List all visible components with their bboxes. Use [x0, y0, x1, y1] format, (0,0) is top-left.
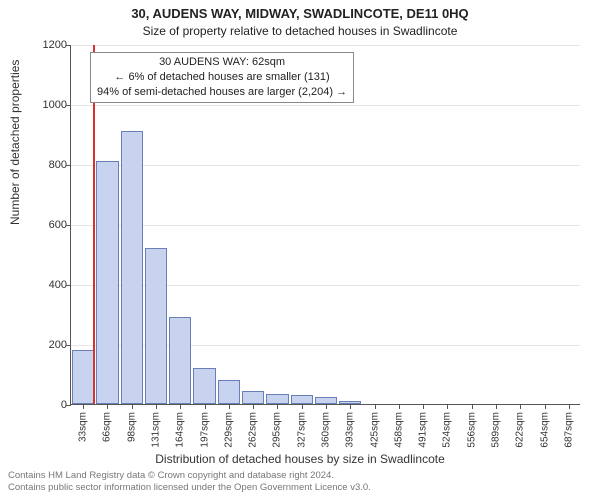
x-tick-mark	[107, 404, 108, 409]
x-tick-label: 360sqm	[321, 412, 332, 448]
chart-container: 30, AUDENS WAY, MIDWAY, SWADLINCOTE, DE1…	[0, 0, 600, 500]
x-axis-label: Distribution of detached houses by size …	[0, 452, 600, 466]
x-tick-label: 327sqm	[296, 412, 307, 448]
x-tick-label: 164sqm	[175, 412, 186, 448]
y-tick-label: 1200	[27, 39, 67, 51]
x-tick-mark	[229, 404, 230, 409]
callout-box: 30 AUDENS WAY: 62sqm ← 6% of detached ho…	[90, 52, 354, 103]
x-tick-label: 458sqm	[393, 412, 404, 448]
footer-attribution: Contains HM Land Registry data © Crown c…	[8, 470, 371, 494]
y-tick-mark	[66, 105, 71, 106]
x-tick-mark	[569, 404, 570, 409]
x-tick-label: 33sqm	[78, 412, 89, 442]
y-tick-mark	[66, 285, 71, 286]
y-tick-label: 600	[27, 219, 67, 231]
gridline	[71, 45, 580, 46]
chart-subtitle: Size of property relative to detached ho…	[0, 24, 600, 38]
footer-line: Contains public sector information licen…	[8, 482, 371, 494]
x-tick-label: 262sqm	[248, 412, 259, 448]
x-tick-mark	[520, 404, 521, 409]
x-tick-label: 687sqm	[563, 412, 574, 448]
x-tick-label: 66sqm	[102, 412, 113, 442]
x-tick-mark	[156, 404, 157, 409]
y-tick-mark	[66, 225, 71, 226]
x-tick-label: 131sqm	[151, 412, 162, 448]
y-tick-mark	[66, 165, 71, 166]
x-tick-mark	[496, 404, 497, 409]
callout-line: 94% of semi-detached houses are larger (…	[97, 85, 347, 100]
histogram-bar	[218, 380, 240, 404]
callout-line: ← 6% of detached houses are smaller (131…	[97, 70, 347, 85]
y-tick-label: 1000	[27, 99, 67, 111]
gridline	[71, 165, 580, 166]
x-tick-mark	[375, 404, 376, 409]
y-tick-label: 400	[27, 279, 67, 291]
histogram-bar	[315, 397, 337, 404]
x-tick-mark	[447, 404, 448, 409]
histogram-bar	[169, 317, 191, 404]
x-tick-label: 229sqm	[223, 412, 234, 448]
histogram-bar	[145, 248, 167, 404]
x-tick-mark	[326, 404, 327, 409]
y-tick-label: 800	[27, 159, 67, 171]
x-tick-mark	[253, 404, 254, 409]
y-tick-label: 200	[27, 339, 67, 351]
y-axis-ticks: 020040060080010001200	[0, 45, 70, 405]
x-tick-label: 98sqm	[126, 412, 137, 442]
histogram-bar	[72, 350, 94, 404]
x-tick-mark	[205, 404, 206, 409]
x-tick-label: 654sqm	[539, 412, 550, 448]
histogram-bar	[242, 391, 264, 405]
x-tick-mark	[423, 404, 424, 409]
x-tick-label: 197sqm	[199, 412, 210, 448]
x-tick-label: 589sqm	[491, 412, 502, 448]
y-tick-mark	[66, 345, 71, 346]
x-tick-label: 425sqm	[369, 412, 380, 448]
x-tick-label: 524sqm	[442, 412, 453, 448]
x-tick-label: 295sqm	[272, 412, 283, 448]
x-tick-mark	[399, 404, 400, 409]
histogram-bar	[193, 368, 215, 404]
x-tick-mark	[302, 404, 303, 409]
x-tick-mark	[83, 404, 84, 409]
y-tick-mark	[66, 405, 71, 406]
callout-line: 30 AUDENS WAY: 62sqm	[97, 55, 347, 70]
histogram-bar	[291, 395, 313, 404]
x-tick-label: 556sqm	[466, 412, 477, 448]
x-tick-label: 393sqm	[345, 412, 356, 448]
x-tick-mark	[545, 404, 546, 409]
y-tick-label: 0	[27, 399, 67, 411]
x-tick-mark	[132, 404, 133, 409]
x-tick-label: 491sqm	[418, 412, 429, 448]
x-tick-label: 622sqm	[515, 412, 526, 448]
x-tick-mark	[277, 404, 278, 409]
gridline	[71, 225, 580, 226]
x-tick-mark	[180, 404, 181, 409]
gridline	[71, 105, 580, 106]
x-tick-mark	[472, 404, 473, 409]
histogram-bar	[266, 394, 288, 405]
histogram-bar	[96, 161, 118, 404]
histogram-bar	[121, 131, 143, 404]
footer-line: Contains HM Land Registry data © Crown c…	[8, 470, 371, 482]
y-tick-mark	[66, 45, 71, 46]
x-tick-mark	[350, 404, 351, 409]
page-title: 30, AUDENS WAY, MIDWAY, SWADLINCOTE, DE1…	[0, 6, 600, 21]
